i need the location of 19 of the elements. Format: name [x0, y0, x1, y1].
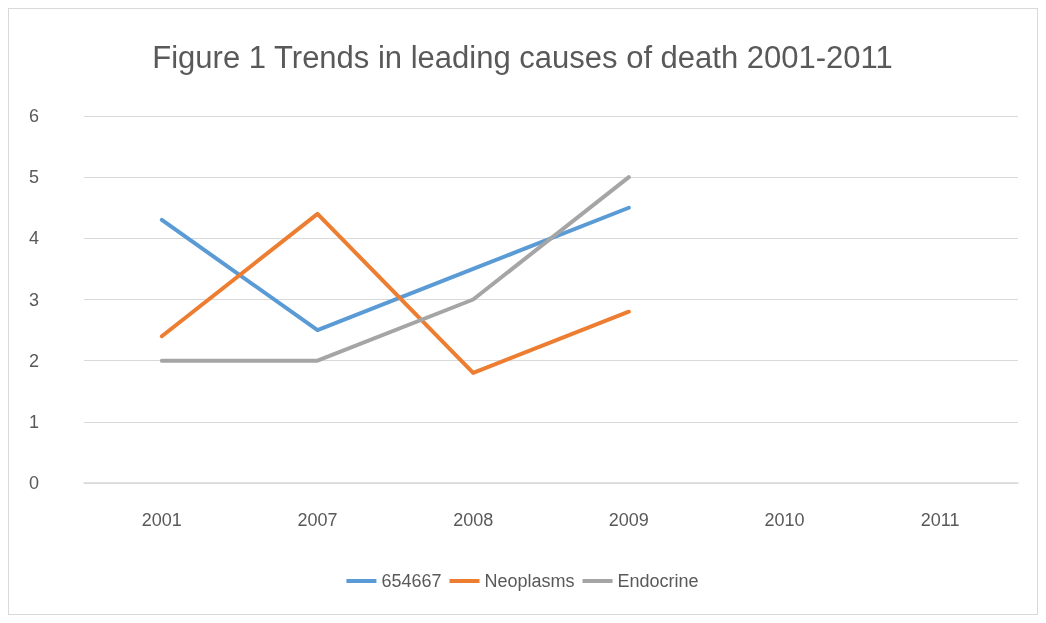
chart-title: Figure 1 Trends in leading causes of death 2001-2011: [152, 40, 893, 75]
y-tick-label: 6: [28, 106, 40, 126]
x-tick-label: 2008: [453, 510, 494, 530]
y-tick-label: 3: [28, 289, 40, 310]
x-tick-label: 2001: [141, 510, 182, 530]
legend-label: Endocrine: [617, 571, 699, 591]
y-tick-label: 5: [28, 167, 40, 188]
line-series: [159, 205, 631, 333]
x-tick-label: 2011: [920, 510, 960, 530]
x-tick-label: 2010: [764, 510, 805, 530]
y-tick-label: 1: [28, 411, 40, 432]
y-tick-label: 2: [28, 350, 40, 371]
y-tick-label: 4: [28, 228, 40, 249]
x-tick-label: 2009: [608, 510, 649, 530]
legend-label: Neoplasms: [484, 571, 575, 591]
x-tick-label: 2007: [297, 510, 338, 530]
legend-label: 654667: [381, 571, 442, 591]
y-tick-label: 0: [28, 473, 40, 493]
line-series: [159, 211, 631, 375]
